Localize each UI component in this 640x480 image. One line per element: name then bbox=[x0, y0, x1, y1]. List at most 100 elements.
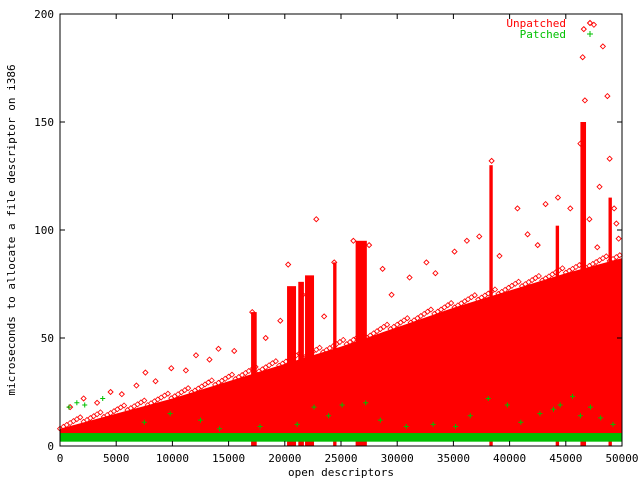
unpatched-point bbox=[225, 373, 232, 380]
unpatched-point bbox=[181, 387, 188, 394]
unpatched-point bbox=[448, 299, 455, 307]
unpatched-point bbox=[379, 265, 386, 273]
unpatched-point bbox=[93, 399, 101, 406]
x-tick-label: 5000 bbox=[103, 452, 130, 465]
patched-point bbox=[100, 395, 106, 401]
unpatched-point bbox=[94, 411, 101, 418]
patched-point bbox=[141, 419, 147, 425]
unpatched-point bbox=[265, 362, 273, 369]
unpatched-point bbox=[222, 375, 229, 382]
unpatched-spike bbox=[355, 240, 367, 446]
unpatched-point bbox=[201, 381, 209, 388]
unpatched-dense-region bbox=[60, 258, 622, 440]
unpatched-point bbox=[423, 259, 430, 266]
unpatched-spike bbox=[555, 225, 560, 446]
patched-point bbox=[485, 395, 491, 401]
unpatched-point bbox=[208, 377, 215, 384]
unpatched-point bbox=[269, 360, 276, 367]
unpatched-point bbox=[134, 401, 141, 408]
unpatched-point bbox=[142, 369, 149, 376]
x-tick-label: 20000 bbox=[268, 452, 301, 465]
patched-point bbox=[377, 417, 383, 423]
unpatched-point bbox=[331, 259, 338, 266]
unpatched-point bbox=[154, 396, 161, 403]
unpatched-point bbox=[73, 416, 80, 423]
x-tick-label: 25000 bbox=[324, 452, 357, 465]
unpatched-point bbox=[505, 284, 512, 291]
legend-label-unpatched: Unpatched bbox=[506, 17, 566, 30]
unpatched-spike bbox=[489, 165, 493, 446]
unpatched-point bbox=[90, 413, 97, 420]
unpatched-point bbox=[577, 140, 584, 147]
legend-marker-patched bbox=[587, 31, 593, 37]
unpatched-point bbox=[206, 356, 213, 363]
unpatched-point bbox=[158, 394, 165, 401]
unpatched-point bbox=[110, 408, 118, 415]
unpatched-point bbox=[67, 419, 74, 427]
patched-point bbox=[74, 400, 80, 406]
unpatched-point bbox=[66, 403, 74, 411]
unpatched-point bbox=[567, 205, 574, 212]
unpatched-point bbox=[512, 280, 519, 287]
patched-point bbox=[577, 413, 583, 419]
unpatched-point bbox=[87, 414, 94, 422]
unpatched-point bbox=[596, 257, 603, 264]
patched-dense-band bbox=[60, 433, 622, 442]
unpatched-point bbox=[529, 277, 536, 284]
unpatched-point bbox=[616, 252, 623, 259]
x-tick-label: 45000 bbox=[549, 452, 582, 465]
unpatched-spike bbox=[287, 286, 297, 446]
unpatched-point bbox=[514, 205, 521, 212]
unpatched-point bbox=[117, 404, 124, 411]
unpatched-point bbox=[554, 194, 562, 201]
unpatched-point bbox=[593, 258, 600, 266]
unpatched-point bbox=[406, 274, 413, 281]
unpatched-point bbox=[451, 248, 458, 255]
unpatched-point bbox=[471, 292, 478, 299]
patched-point bbox=[326, 413, 332, 419]
unpatched-point bbox=[299, 291, 306, 298]
unpatched-point bbox=[515, 278, 522, 285]
unpatched-point bbox=[228, 371, 236, 378]
unpatched-point bbox=[205, 379, 212, 386]
unpatched-point bbox=[141, 397, 148, 404]
unpatched-point bbox=[80, 395, 87, 402]
y-tick-label: 0 bbox=[47, 440, 54, 453]
unpatched-point bbox=[481, 292, 488, 299]
unpatched-point bbox=[604, 92, 611, 100]
patched-point bbox=[198, 417, 203, 423]
unpatched-point bbox=[121, 402, 128, 409]
patched-point bbox=[167, 411, 173, 417]
unpatched-point bbox=[164, 390, 171, 397]
unpatched-point bbox=[313, 346, 320, 353]
unpatched-point bbox=[137, 399, 144, 406]
unpatched-point bbox=[596, 183, 603, 190]
unpatched-point bbox=[488, 157, 495, 165]
unpatched-point bbox=[496, 252, 503, 260]
unpatched-point bbox=[316, 344, 323, 351]
unpatched-point bbox=[245, 367, 252, 375]
unpatched-point bbox=[114, 406, 121, 413]
unpatched-point bbox=[468, 294, 475, 301]
x-tick-label: 35000 bbox=[437, 452, 470, 465]
unpatched-point bbox=[340, 336, 347, 343]
x-tick-label: 30000 bbox=[381, 452, 414, 465]
patched-point bbox=[504, 402, 510, 408]
unpatched-point bbox=[427, 306, 434, 313]
unpatched-point bbox=[594, 244, 601, 251]
unpatched-point bbox=[603, 253, 610, 260]
unpatched-point bbox=[388, 291, 395, 298]
y-axis-label: microseconds to allocate a file descript… bbox=[5, 64, 18, 395]
unpatched-point bbox=[599, 255, 606, 262]
unpatched-point bbox=[77, 414, 84, 421]
legend-markers bbox=[586, 19, 594, 37]
unpatched-point bbox=[525, 279, 532, 286]
unpatched-point bbox=[185, 385, 192, 392]
legend: Unpatched Patched bbox=[506, 17, 594, 41]
unpatched-point bbox=[174, 391, 182, 398]
unpatched-point bbox=[491, 286, 499, 293]
unpatched-point bbox=[613, 220, 620, 227]
unpatched-point bbox=[610, 205, 618, 212]
unpatched-point bbox=[461, 298, 468, 305]
